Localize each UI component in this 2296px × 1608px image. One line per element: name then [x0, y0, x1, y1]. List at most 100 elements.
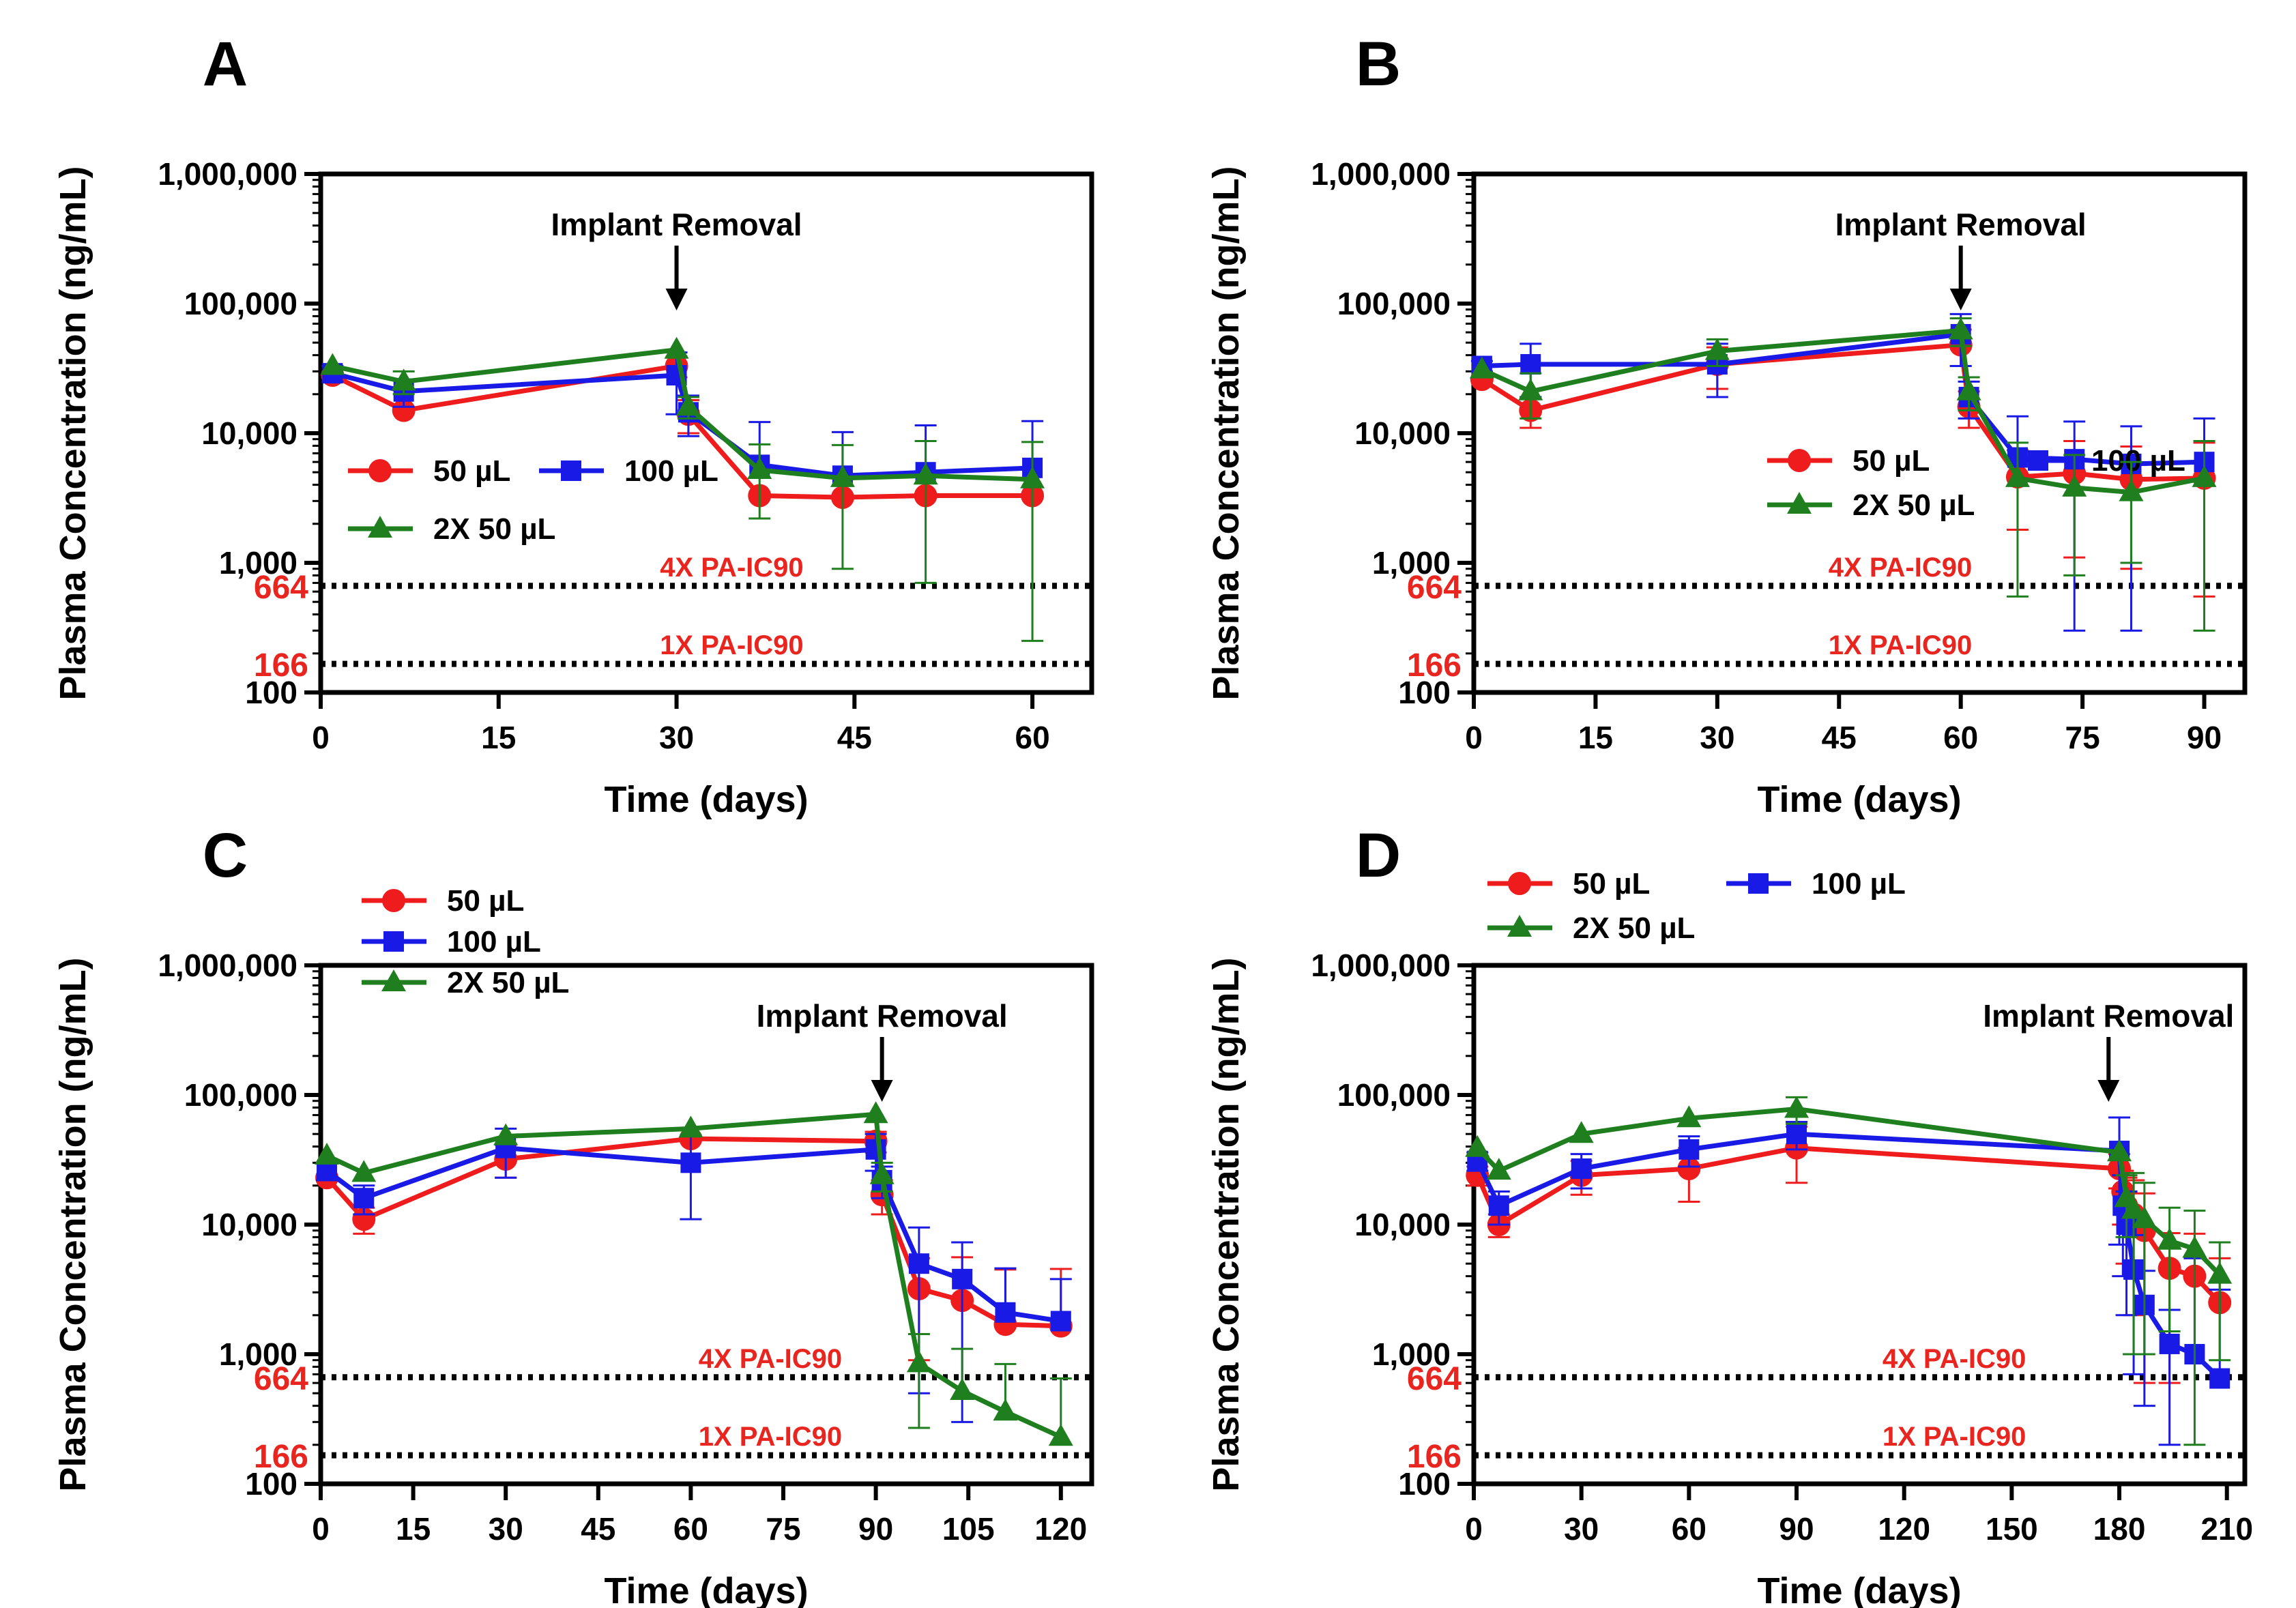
- x-tick-label: 0: [1465, 1511, 1483, 1547]
- legend-label-50-ul: 50 µL: [433, 454, 510, 488]
- reference-label-1x-pa-ic90: 1X PA-IC90: [1829, 630, 1972, 660]
- implant-removal-arrow-head: [871, 1080, 893, 1102]
- y-tick-label: 100,000: [184, 1077, 297, 1113]
- data-point-2x-50-ul: [2005, 465, 2030, 487]
- y-tick-label: 1,000,000: [1311, 156, 1451, 192]
- legend-label-2x-50-ul: 2X 50 µL: [1852, 488, 1975, 522]
- data-point-2x-50-ul: [315, 1143, 340, 1165]
- data-point-100-ul: [908, 1253, 929, 1274]
- x-tick-label: 90: [1779, 1511, 1814, 1547]
- legend-entry-50-ul: 50 µL: [348, 454, 510, 488]
- panel-b: B Plasma Concentration (ng/mL) Time (days)…: [1160, 0, 2279, 820]
- implant-removal-label: Implant Removal: [757, 998, 1008, 1034]
- reference-value-166: 166: [254, 647, 308, 684]
- data-point-2x-50-ul: [1784, 1096, 1810, 1118]
- implant-removal-label: Implant Removal: [1835, 207, 2087, 242]
- implant-removal-label: Implant Removal: [551, 207, 802, 242]
- x-tick-label: 60: [1015, 720, 1049, 755]
- x-tick-label: 0: [312, 1511, 330, 1547]
- reference-value-166: 166: [254, 1439, 308, 1475]
- series-2x-50-ul: [315, 1101, 1073, 1446]
- reference-label-1x-pa-ic90: 1X PA-IC90: [660, 630, 803, 660]
- data-point-2x-50-ul: [1956, 378, 1981, 400]
- x-tick-label: 45: [581, 1511, 615, 1547]
- data-point-2x-50-ul: [2107, 1139, 2132, 1162]
- legend-marker-2x-50-ul: [368, 516, 392, 538]
- data-point-100-ul: [2159, 1333, 2180, 1354]
- data-point-2x-50-ul: [993, 1399, 1018, 1421]
- x-tick-label: 0: [1465, 720, 1483, 755]
- reference-value-664: 664: [1407, 1361, 1462, 1397]
- legend-marker-100-ul: [383, 931, 404, 952]
- x-tick-label: 210: [2200, 1511, 2253, 1547]
- reference-label-1x-pa-ic90: 1X PA-IC90: [699, 1422, 842, 1452]
- y-tick-label: 100,000: [1337, 286, 1451, 321]
- x-tick-label: 15: [481, 720, 516, 755]
- legend-marker-50-ul: [1508, 872, 1531, 895]
- series-line-2x-50-ul: [1475, 1107, 2222, 1277]
- legend-label-100-ul: 100 µL: [624, 454, 718, 488]
- series-2x-50-ul: [1465, 1096, 2233, 1446]
- legend-marker-50-ul: [1788, 449, 1811, 472]
- panel-d: D Plasma Concentration (ng/mL) Time (days)…: [1160, 791, 2279, 1608]
- legend-label-50-ul: 50 µL: [1573, 867, 1650, 901]
- data-point-2x-50-ul: [2182, 1236, 2207, 1258]
- x-tick-label: 60: [1672, 1511, 1706, 1547]
- data-point-2x-50-ul: [2132, 1206, 2157, 1229]
- plot-frame: [1471, 963, 2248, 1487]
- data-point-100-ul: [1520, 354, 1541, 375]
- legend-marker-50-ul: [382, 889, 405, 912]
- data-point-100-ul: [1571, 1158, 1592, 1180]
- legend-label-2x-50-ul: 2X 50 µL: [1573, 911, 1695, 945]
- y-tick-label: 1,000: [219, 545, 297, 581]
- data-point-2x-50-ul: [320, 353, 345, 375]
- x-tick-label: 75: [2065, 720, 2100, 755]
- panel-letter-b: B: [1356, 29, 1401, 99]
- data-point-2x-50-ul: [664, 336, 689, 359]
- data-point-2x-50-ul: [1676, 1105, 1702, 1128]
- reference-value-166: 166: [1407, 1439, 1462, 1475]
- x-axis-title: Time (days): [604, 1570, 808, 1608]
- data-point-100-ul: [353, 1188, 375, 1209]
- reference-label-4x-pa-ic90: 4X PA-IC90: [660, 553, 803, 583]
- legend-entry-100-ul: 100 µL: [1726, 867, 1906, 901]
- data-point-2x-50-ul: [747, 456, 772, 479]
- series-2x-50-ul: [1469, 317, 2217, 632]
- x-tick-label: 45: [837, 720, 872, 755]
- data-point-2x-50-ul: [2157, 1227, 2182, 1250]
- panel-c: C Plasma Concentration (ng/mL) Time (days)…: [7, 791, 1126, 1608]
- x-tick-label: 150: [1986, 1511, 2038, 1547]
- legend-entry-100-ul: 100 µL: [362, 925, 541, 959]
- x-tick-label: 30: [1700, 720, 1734, 755]
- series-line-2x-50-ul: [332, 347, 1033, 482]
- legend-entry-50-ul: 50 µL: [1487, 867, 1650, 901]
- data-point-2x-50-ul: [950, 1377, 975, 1400]
- implant-removal-arrow-head: [665, 289, 688, 310]
- data-point-2x-50-ul: [2121, 1197, 2147, 1219]
- x-tick-label: 15: [396, 1511, 431, 1547]
- reference-value-664: 664: [254, 570, 308, 606]
- panel-a: A Plasma Concentration (ng/mL) Time (days)…: [7, 0, 1126, 820]
- data-point-2x-50-ul: [493, 1123, 519, 1145]
- reference-value-664: 664: [1407, 570, 1462, 606]
- legend-entry-50-ul: 50 µL: [362, 884, 524, 918]
- y-axis-title: Plasma Concentration (ng/mL): [1206, 957, 1247, 1491]
- data-point-100-ul: [2209, 1368, 2230, 1389]
- x-tick-label: 60: [673, 1511, 708, 1547]
- data-point-2x-50-ul: [1569, 1121, 1594, 1143]
- x-tick-label: 75: [766, 1511, 800, 1547]
- plot-frame: [318, 963, 1094, 1487]
- data-point-2x-50-ul: [351, 1160, 377, 1182]
- x-tick-label: 30: [659, 720, 694, 755]
- data-point-2x-50-ul: [1020, 466, 1045, 488]
- x-tick-label: 180: [2093, 1511, 2146, 1547]
- data-point-100-ul: [680, 1152, 701, 1173]
- x-axis-title: Time (days): [1757, 779, 1961, 820]
- x-axis-title: Time (days): [604, 779, 808, 820]
- reference-label-1x-pa-ic90: 1X PA-IC90: [1883, 1422, 2026, 1452]
- implant-removal-arrow-head: [1949, 289, 1972, 310]
- y-tick-label: 100,000: [1337, 1077, 1451, 1113]
- reference-label-4x-pa-ic90: 4X PA-IC90: [1829, 553, 1972, 583]
- implant-removal-label: Implant Removal: [1983, 998, 2234, 1034]
- y-tick-label: 1,000: [219, 1336, 297, 1372]
